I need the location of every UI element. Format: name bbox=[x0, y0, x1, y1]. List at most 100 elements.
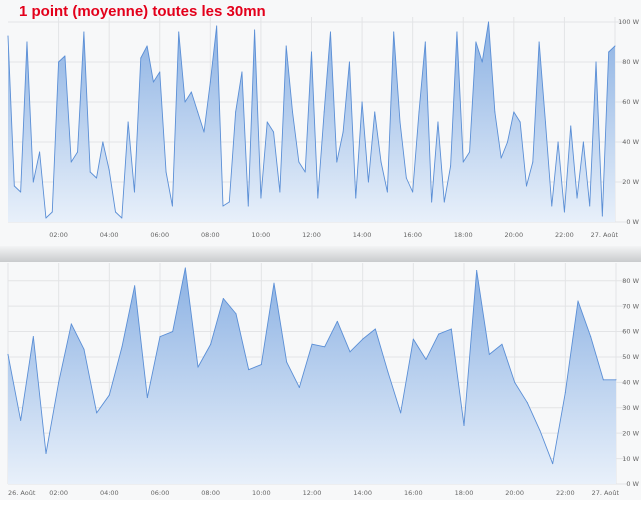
data-point bbox=[51, 211, 53, 213]
data-point bbox=[494, 111, 496, 113]
y-tick-label: 20 W bbox=[622, 429, 639, 437]
data-point bbox=[349, 351, 351, 353]
data-point bbox=[570, 125, 572, 127]
data-point bbox=[64, 55, 66, 57]
x-tick-label: 08:00 bbox=[201, 231, 220, 239]
data-point bbox=[159, 336, 161, 338]
data-point bbox=[329, 31, 331, 33]
data-point bbox=[443, 201, 445, 203]
data-point bbox=[323, 111, 325, 113]
data-point bbox=[577, 300, 579, 302]
x-tick-label: 18:00 bbox=[454, 231, 473, 239]
data-point bbox=[450, 165, 452, 167]
data-point bbox=[102, 141, 104, 143]
data-point bbox=[70, 323, 72, 325]
data-point bbox=[39, 151, 41, 153]
data-point bbox=[374, 328, 376, 330]
x-tick-label: 02:00 bbox=[49, 489, 68, 497]
data-point bbox=[273, 282, 275, 284]
data-point bbox=[539, 430, 541, 432]
y-tick-label: 80 W bbox=[622, 58, 639, 66]
data-point bbox=[582, 141, 584, 143]
y-tick-label: 80 W bbox=[622, 277, 639, 285]
data-point bbox=[216, 25, 218, 27]
y-tick-label: 40 W bbox=[622, 379, 639, 387]
x-tick-label: 14:00 bbox=[353, 489, 372, 497]
data-point bbox=[77, 151, 79, 153]
data-point bbox=[235, 313, 237, 315]
data-point bbox=[412, 191, 414, 193]
data-point bbox=[475, 41, 477, 43]
data-point bbox=[476, 270, 478, 272]
data-point bbox=[260, 364, 262, 366]
data-point bbox=[152, 81, 154, 83]
data-point bbox=[551, 205, 553, 207]
data-point bbox=[469, 151, 471, 153]
data-point bbox=[7, 35, 9, 37]
x-tick-label: 02:00 bbox=[49, 231, 68, 239]
x-tick-label: 27. Août bbox=[591, 231, 619, 239]
data-point bbox=[450, 328, 452, 330]
data-point bbox=[311, 343, 313, 345]
bottom-chart-panel: 0 W 10 W 20 W 30 W 40 W 50 W 60 W 70 W 80 W 26. A… bbox=[0, 262, 641, 500]
data-point bbox=[121, 217, 123, 219]
data-point bbox=[424, 41, 426, 43]
top-chart-panel: 0 W 20 W 40 W 60 W 80 W 100 W 02:00 04:00 06:00 0… bbox=[0, 0, 641, 246]
data-point bbox=[412, 338, 414, 340]
data-point bbox=[367, 181, 369, 183]
data-point bbox=[96, 177, 98, 179]
y-tick-label: 0 W bbox=[626, 480, 639, 488]
data-point bbox=[108, 394, 110, 396]
data-point bbox=[552, 463, 554, 465]
data-point bbox=[260, 197, 262, 199]
x-tick-label: 08:00 bbox=[201, 489, 220, 497]
data-point bbox=[45, 453, 47, 455]
data-point bbox=[602, 379, 604, 381]
data-point bbox=[507, 141, 509, 143]
x-tick-label: 20:00 bbox=[505, 489, 524, 497]
data-point bbox=[209, 81, 211, 83]
data-point bbox=[532, 161, 534, 163]
data-point bbox=[519, 121, 521, 123]
data-point bbox=[544, 121, 546, 123]
data-point bbox=[304, 171, 306, 173]
data-point bbox=[20, 191, 22, 193]
data-point bbox=[500, 157, 502, 159]
data-point bbox=[96, 412, 98, 414]
y-tick-label: 30 W bbox=[622, 404, 639, 412]
top-chart-svg: 0 W 20 W 40 W 60 W 80 W 100 W 02:00 04:00 06:00 0… bbox=[7, 17, 640, 239]
x-tick-label: 27. Août bbox=[592, 489, 620, 497]
x-tick-label: 26. Août bbox=[8, 489, 36, 497]
data-point bbox=[564, 392, 566, 394]
x-tick-label: 12:00 bbox=[303, 489, 322, 497]
data-point bbox=[108, 169, 110, 171]
data-point bbox=[462, 161, 464, 163]
panel-separator bbox=[0, 246, 641, 262]
data-point bbox=[285, 45, 287, 47]
data-point bbox=[292, 111, 294, 113]
data-point bbox=[400, 412, 402, 414]
bottom-chart-svg: 0 W 10 W 20 W 30 W 40 W 50 W 60 W 70 W 80 W 26. A… bbox=[7, 263, 640, 497]
data-point bbox=[247, 205, 249, 207]
data-point bbox=[184, 267, 186, 269]
data-point bbox=[576, 197, 578, 199]
data-point bbox=[361, 101, 363, 103]
x-tick-label: 04:00 bbox=[100, 231, 119, 239]
data-point bbox=[184, 101, 186, 103]
y-tick-label: 60 W bbox=[622, 98, 639, 106]
data-point bbox=[190, 91, 192, 93]
data-point bbox=[590, 336, 592, 338]
data-point bbox=[342, 131, 344, 133]
data-point bbox=[13, 185, 15, 187]
data-point bbox=[380, 161, 382, 163]
x-tick-label: 10:00 bbox=[252, 489, 271, 497]
x-tick-label: 04:00 bbox=[100, 489, 119, 497]
data-point bbox=[526, 402, 528, 404]
data-point bbox=[336, 161, 338, 163]
data-point bbox=[45, 217, 47, 219]
data-point bbox=[525, 185, 527, 187]
data-point bbox=[20, 419, 22, 421]
data-point bbox=[146, 45, 148, 47]
x-tick-label: 12:00 bbox=[302, 231, 321, 239]
data-point bbox=[235, 111, 237, 113]
